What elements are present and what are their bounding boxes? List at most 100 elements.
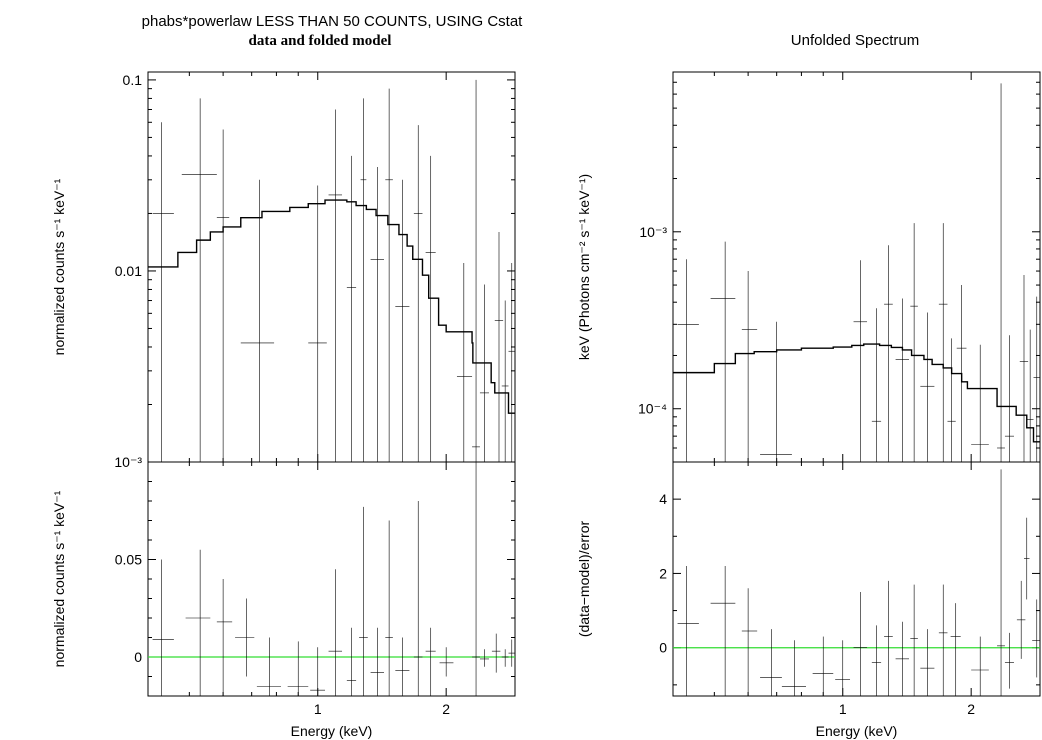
data-point (741, 588, 758, 696)
data-point (152, 122, 174, 462)
x-axis-label: Energy (keV) (291, 723, 373, 739)
data-point (346, 155, 357, 462)
data-point (328, 109, 343, 462)
data-point (216, 129, 230, 462)
y-tick-label: 0.05 (115, 552, 142, 568)
panel-top-right: 10⁻⁴ 10⁻³ keV (Photons cm⁻² s⁻¹ keV⁻¹) (576, 71, 1041, 463)
data-point (910, 223, 918, 462)
data-point (910, 584, 918, 696)
data-point (385, 520, 393, 696)
data-point (370, 167, 385, 462)
data-point (385, 88, 393, 462)
data-point (501, 300, 509, 462)
data-point (835, 640, 851, 696)
y-axis-label: (data−model)/error (576, 520, 592, 637)
y-tick-label: 10⁻³ (639, 224, 667, 240)
plot-frame (147, 71, 516, 463)
data-point (491, 633, 501, 673)
data-point (997, 469, 1005, 696)
data-point (181, 98, 217, 462)
y-tick-label: 0 (134, 649, 142, 665)
data-point (677, 259, 699, 462)
data-point (871, 308, 882, 462)
y-axis-label: keV (Photons cm⁻² s⁻¹ keV⁻¹) (576, 174, 592, 360)
y-tick-label: 10⁻⁴ (638, 401, 667, 417)
panel-bottom-left: 0 0.05 1 2 Energy (keV) normalized counts s⁻¹… (51, 461, 516, 739)
data-point (677, 566, 699, 696)
y-axis-label: normalized counts s⁻¹ keV⁻¹ (51, 490, 67, 667)
y-tick-label: 4 (659, 491, 667, 507)
data-point (853, 260, 868, 462)
data-point (884, 245, 893, 462)
data-point (346, 627, 357, 696)
x-axis-label: Energy (keV) (816, 723, 898, 739)
data-point (853, 592, 868, 696)
data-point (871, 625, 882, 696)
right-title: Unfolded Spectrum (791, 32, 919, 49)
data-point (1004, 335, 1014, 462)
data-point (1026, 329, 1034, 462)
data-point (256, 637, 281, 696)
data-point (472, 79, 480, 462)
y-tick-label: 0.01 (115, 263, 142, 279)
data-point (310, 647, 326, 696)
data-point (216, 579, 233, 696)
data-point (425, 627, 436, 696)
data-point (308, 185, 327, 462)
data-point (1016, 580, 1026, 659)
data-point (508, 263, 515, 462)
data-point (1023, 517, 1030, 600)
data-point (501, 649, 509, 667)
data-point (997, 83, 1005, 462)
model-line (673, 343, 1040, 443)
data-point (370, 627, 385, 696)
data-point (920, 312, 935, 462)
x-tick-label: 2 (442, 701, 450, 717)
data-point (240, 179, 275, 462)
model-line (148, 199, 515, 414)
data-point (947, 338, 956, 462)
y-tick-label: 10⁻³ (114, 454, 142, 470)
data-point (1019, 274, 1029, 462)
data-point (287, 641, 309, 696)
panel-bottom-right: 0 2 4 1 2 Energy (keV) (data−model)/error (576, 461, 1041, 739)
data-point (479, 284, 489, 462)
data-point (895, 298, 910, 462)
y-axis-label: normalized counts s⁻¹ keV⁻¹ (51, 178, 67, 355)
x-tick-label: 1 (314, 701, 322, 717)
y-tick-label: 0 (659, 640, 667, 656)
data-point (741, 271, 758, 462)
data-point (938, 584, 948, 696)
data-point (413, 501, 423, 696)
data-point (425, 155, 436, 462)
data-point (812, 636, 834, 696)
data-point (884, 580, 893, 696)
data-point (472, 462, 480, 696)
panel-top-left: 10⁻³ 0.01 0.1 normalized counts s⁻¹ keV⁻¹ (51, 71, 516, 470)
data-point (938, 223, 948, 462)
data-point (456, 263, 473, 462)
y-tick-label: 0.1 (123, 72, 143, 88)
data-point (235, 598, 255, 677)
plot-frame (147, 461, 516, 697)
data-point (971, 344, 989, 462)
plot-frame (672, 461, 1041, 697)
data-point (439, 647, 454, 677)
data-point (950, 603, 961, 696)
plot-frame (672, 71, 1041, 463)
data-point (360, 98, 367, 462)
data-point (710, 241, 736, 462)
left-title: phabs*powerlaw LESS THAN 50 COUNTS, USIN… (142, 13, 524, 30)
data-point (328, 569, 343, 696)
data-point (395, 637, 410, 696)
data-point (710, 566, 736, 696)
data-point (1032, 599, 1040, 678)
data-point (760, 321, 792, 462)
data-point (395, 179, 410, 462)
data-point (508, 639, 515, 667)
x-tick-label: 1 (839, 701, 847, 717)
data-point (971, 636, 989, 696)
x-tick-label: 2 (967, 701, 975, 717)
